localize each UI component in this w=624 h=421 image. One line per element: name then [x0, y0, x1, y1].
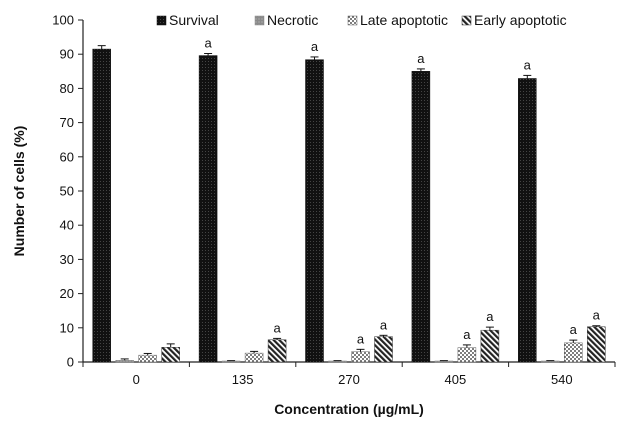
- bar-survival: [92, 48, 111, 363]
- significance-label: a: [463, 327, 471, 342]
- significance-label: a: [311, 39, 319, 54]
- y-tick-label: 70: [60, 115, 74, 130]
- bar-early-apoptotic: [480, 329, 500, 363]
- bar-late-apoptotic: [457, 347, 477, 363]
- significance-label: a: [380, 317, 388, 332]
- y-axis-title: Number of cells (%): [11, 126, 27, 257]
- bar-late-apoptotic: [138, 354, 157, 363]
- y-tick-label: 0: [67, 355, 74, 370]
- y-tick-label: 50: [60, 184, 74, 199]
- legend: Survival Necrotic Late apoptotic Early apop…: [156, 12, 567, 28]
- significance-label: a: [204, 36, 212, 51]
- significance-label: a: [417, 51, 425, 66]
- significance-label: a: [357, 331, 365, 346]
- bar-late-apoptotic: [564, 342, 583, 363]
- bar-early-apoptotic: [587, 326, 606, 363]
- significance-label: a: [593, 308, 601, 323]
- bar-early-apoptotic: [161, 347, 180, 363]
- significance-label: a: [273, 320, 281, 335]
- bar-late-apoptotic: [244, 352, 264, 363]
- x-tick-label: 405: [445, 372, 467, 387]
- y-tick-label: 80: [60, 81, 74, 96]
- bar-early-apoptotic: [374, 336, 393, 363]
- bar-early-apoptotic: [267, 339, 287, 363]
- legend-swatch-necrotic: [254, 15, 265, 26]
- bar-survival: [305, 59, 324, 363]
- y-tick-label: 60: [60, 149, 74, 164]
- legend-label: Necrotic: [267, 12, 318, 28]
- x-axis-title: Concentration (µg/mL): [274, 401, 424, 417]
- significance-label: a: [570, 322, 578, 337]
- significance-label: a: [524, 57, 532, 72]
- bar-late-apoptotic: [351, 351, 370, 363]
- legend-label: Early apoptotic: [474, 12, 567, 28]
- y-tick-label: 90: [60, 47, 74, 62]
- legend-label: Late apoptotic: [360, 12, 448, 28]
- x-tick-label: 540: [551, 372, 573, 387]
- x-tick-label: 270: [338, 372, 360, 387]
- bar-survival: [198, 55, 218, 363]
- x-tick-label: 135: [232, 372, 254, 387]
- legend-swatch-survival: [156, 15, 167, 26]
- y-tick-label: 100: [52, 13, 74, 28]
- axes: 0 10 20 30 40 50 60 70 80 90 100 0 135 270 405 540: [52, 13, 616, 387]
- significance-label: a: [486, 309, 494, 324]
- bar-survival: [518, 78, 537, 363]
- y-tick-label: 20: [60, 286, 74, 301]
- y-tick-label: 30: [60, 252, 74, 267]
- bar-survival: [411, 71, 431, 363]
- x-tick-label: 0: [133, 372, 140, 387]
- legend-swatch-early-apoptotic: [461, 15, 472, 26]
- legend-label: Survival: [169, 12, 219, 28]
- legend-swatch-late-apoptotic: [347, 15, 358, 26]
- bars-group: a aa aa a aa aa a: [92, 36, 606, 363]
- y-tick-label: 40: [60, 218, 74, 233]
- y-tick-label: 10: [60, 320, 74, 335]
- bar-necrotic: [115, 360, 134, 363]
